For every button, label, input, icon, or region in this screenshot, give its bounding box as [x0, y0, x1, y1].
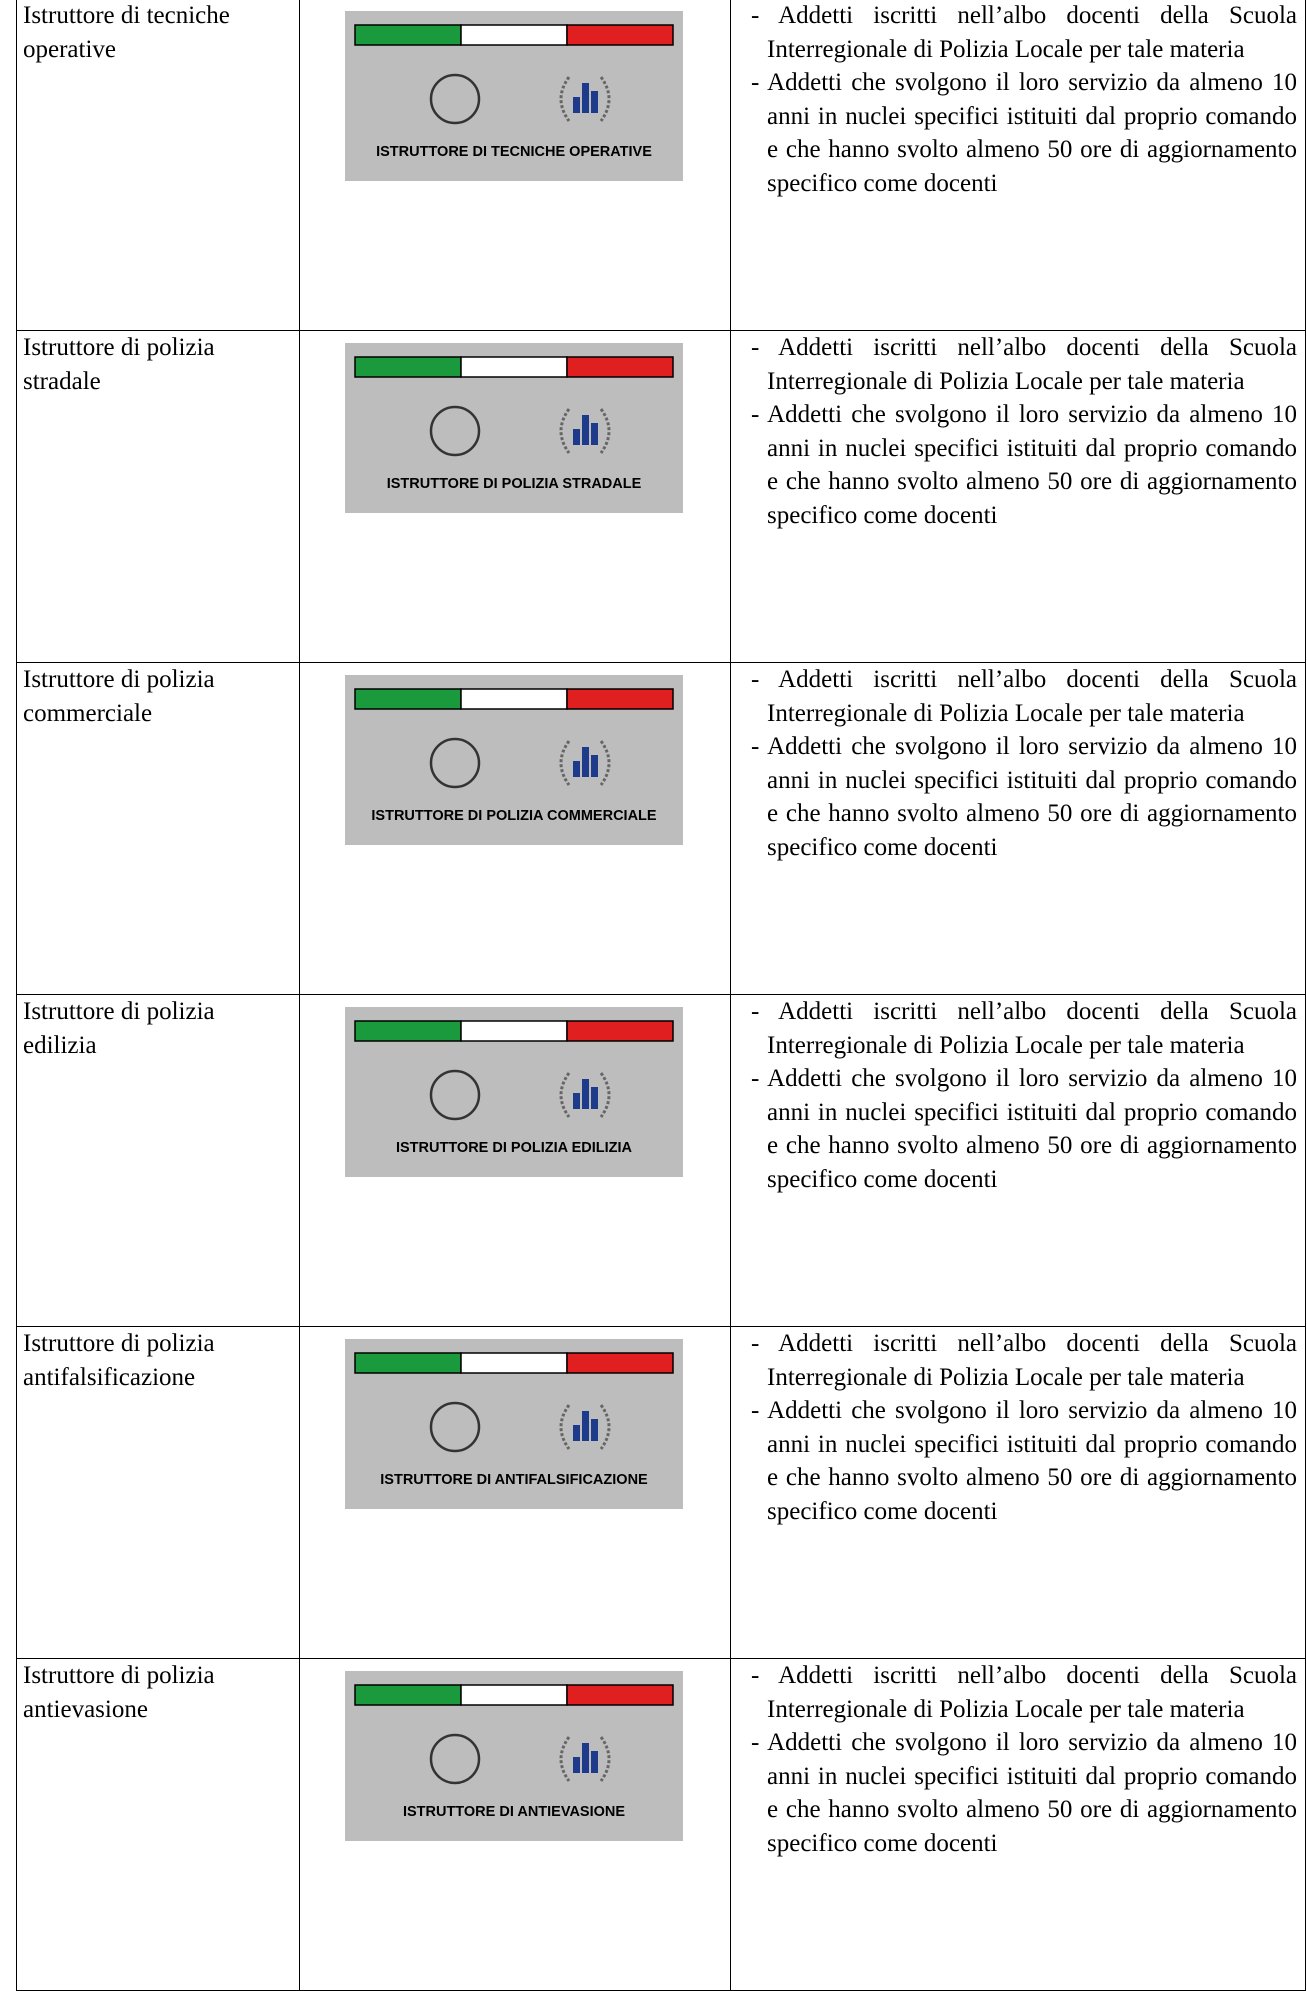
badge-cell: ISTRUTTORE DI POLIZIA STRADALE: [299, 330, 731, 663]
role-cell: Istruttore di polizia commerciale: [16, 662, 300, 995]
badge-graphic: [354, 688, 674, 789]
badge-caption: ISTRUTTORE DI POLIZIA EDILIZIA: [395, 1140, 633, 1156]
requirement-item: - Addetti che svolgono il loro servizio …: [751, 1729, 1297, 1857]
role-cell: Istruttore di polizia antifalsificazione: [16, 1326, 300, 1659]
table-row: Istruttore di polizia antifalsificazione…: [16, 1326, 1306, 1659]
badge-caption: ISTRUTTORE DI POLIZIA COMMERCIALE: [371, 808, 657, 824]
requirement-item: - Addetti iscritti nell’albo docenti del…: [751, 1330, 1297, 1391]
requirement-item: - Addetti iscritti nell’albo docenti del…: [751, 1662, 1297, 1723]
requirement-item: - Addetti iscritti nell’albo docenti del…: [751, 2, 1297, 63]
role-cell: Istruttore di polizia edilizia: [16, 994, 300, 1327]
requirement-item: - Addetti iscritti nell’albo docenti del…: [751, 334, 1297, 395]
table-row: Istruttore di polizia edilizia ISTRUTTORE…: [16, 994, 1306, 1327]
badge-caption: ISTRUTTORE DI TECNICHE OPERATIVE: [376, 144, 652, 160]
badge: ISTRUTTORE DI POLIZIA EDILIZIA: [345, 1007, 683, 1177]
badge-caption: ISTRUTTORE DI POLIZIA STRADALE: [386, 476, 642, 492]
badge-cell: ISTRUTTORE DI ANTIEVASIONE: [299, 1658, 731, 1991]
badge-graphic: [354, 24, 674, 125]
badge-cell: ISTRUTTORE DI ANTIFALSIFICAZIONE: [299, 1326, 731, 1659]
table-row: Istruttore di polizia antievasione ISTRUT…: [16, 1658, 1306, 1991]
role-cell: Istruttore di polizia stradale: [16, 330, 300, 663]
badge-graphic: [354, 356, 674, 457]
badge-caption: ISTRUTTORE DI ANTIFALSIFICAZIONE: [380, 1472, 648, 1488]
table-row: Istruttore di tecniche operative ISTRUTTO…: [16, 0, 1306, 331]
requirements-cell: - Addetti iscritti nell’albo docenti del…: [730, 1658, 1306, 1991]
requirements-cell: - Addetti iscritti nell’albo docenti del…: [730, 994, 1306, 1327]
badge: ISTRUTTORE DI POLIZIA STRADALE: [345, 343, 683, 513]
badge-graphic: [354, 1352, 674, 1453]
badge-graphic: [354, 1684, 674, 1785]
badge-cell: ISTRUTTORE DI POLIZIA COMMERCIALE: [299, 662, 731, 995]
table-row: Istruttore di polizia stradale ISTRUTTORE…: [16, 330, 1306, 663]
badge-cell: ISTRUTTORE DI POLIZIA EDILIZIA: [299, 994, 731, 1327]
badge: ISTRUTTORE DI ANTIEVASIONE: [345, 1671, 683, 1841]
requirement-item: - Addetti che svolgono il loro servizio …: [751, 1397, 1297, 1525]
instructor-table: Istruttore di tecniche operative ISTRUTTO…: [16, 0, 1306, 1991]
badge-cell: ISTRUTTORE DI TECNICHE OPERATIVE: [299, 0, 731, 331]
badge: ISTRUTTORE DI POLIZIA COMMERCIALE: [345, 675, 683, 845]
requirements-cell: - Addetti iscritti nell’albo docenti del…: [730, 330, 1306, 663]
requirement-item: - Addetti che svolgono il loro servizio …: [751, 69, 1297, 197]
role-cell: Istruttore di tecniche operative: [16, 0, 300, 331]
badge: ISTRUTTORE DI TECNICHE OPERATIVE: [345, 11, 683, 181]
requirement-item: - Addetti che svolgono il loro servizio …: [751, 401, 1297, 529]
role-cell: Istruttore di polizia antievasione: [16, 1658, 300, 1991]
requirements-cell: - Addetti iscritti nell’albo docenti del…: [730, 0, 1306, 331]
requirements-cell: - Addetti iscritti nell’albo docenti del…: [730, 1326, 1306, 1659]
badge-caption: ISTRUTTORE DI ANTIEVASIONE: [402, 1804, 626, 1820]
requirement-item: - Addetti iscritti nell’albo docenti del…: [751, 998, 1297, 1059]
requirements-cell: - Addetti iscritti nell’albo docenti del…: [730, 662, 1306, 995]
requirement-item: - Addetti che svolgono il loro servizio …: [751, 1065, 1297, 1193]
requirement-item: - Addetti che svolgono il loro servizio …: [751, 733, 1297, 861]
badge-graphic: [354, 1020, 674, 1121]
requirement-item: - Addetti iscritti nell’albo docenti del…: [751, 666, 1297, 727]
table-row: Istruttore di polizia commerciale ISTRUTT…: [16, 662, 1306, 995]
badge: ISTRUTTORE DI ANTIFALSIFICAZIONE: [345, 1339, 683, 1509]
